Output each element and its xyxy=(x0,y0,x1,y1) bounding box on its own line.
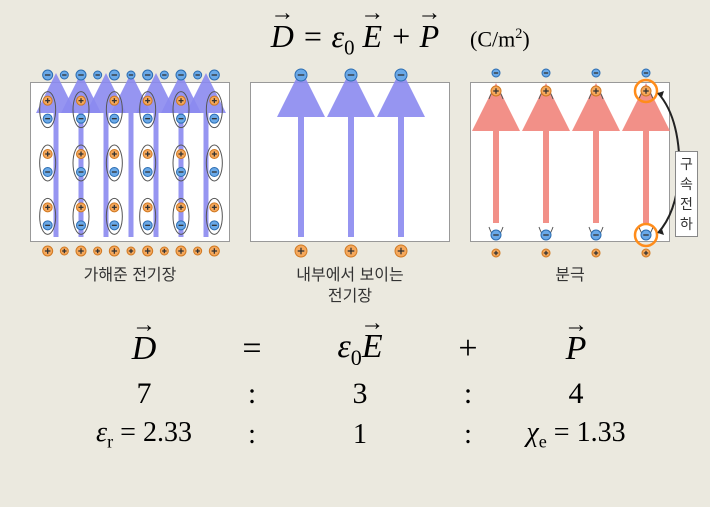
bottom-equations: D = ε0E + P 7 : 3 : 4 εr = 2.33 : 1 : χe… xyxy=(90,328,630,458)
colon1: : xyxy=(198,377,306,411)
panel2-bottom-charges xyxy=(295,245,407,257)
b-vector-e: E xyxy=(362,328,383,366)
panel3-label: 분극 xyxy=(555,266,584,287)
ratio-e: 3 xyxy=(306,377,414,411)
panel3-pairs xyxy=(489,69,653,257)
plus: + xyxy=(390,18,420,54)
unit-close: ) xyxy=(522,26,529,51)
epsilon-sub: 0 xyxy=(344,36,354,59)
ratio-d: 7 xyxy=(90,377,198,411)
panel2-label: 내부에서 보이는 전기장 xyxy=(296,266,404,308)
bottom-row3: εr = 2.33 : 1 : χe = 1.33 xyxy=(90,417,630,453)
vector-p: P xyxy=(420,18,440,55)
panel1-box xyxy=(30,82,230,242)
diagram-panels: 가해준 전기장 내부에서 보이는 전기장 xyxy=(30,82,670,308)
top-equation: D = ε0 E + P (C/m2) xyxy=(0,18,710,60)
panel3-svg xyxy=(466,65,676,261)
equals: = xyxy=(302,18,332,54)
epsilon: ε0 xyxy=(332,18,355,54)
epsilon-sym: ε xyxy=(332,18,345,54)
bottom-row1: D = ε0E + P xyxy=(90,328,630,371)
b-vector-p: P xyxy=(566,330,587,368)
panel3-arrows xyxy=(496,107,646,223)
colon4: : xyxy=(414,419,522,451)
panel2-arrows xyxy=(301,93,401,237)
chi-e: χe = 1.33 xyxy=(522,417,630,453)
colon3: : xyxy=(198,419,306,451)
colon2: : xyxy=(414,377,522,411)
b-vector-d: D xyxy=(132,330,157,368)
unit-open: (C/m xyxy=(470,26,515,51)
panel-polarization: 구속전하 분극 xyxy=(470,82,670,308)
bottom-row2: 7 : 3 : 4 xyxy=(90,377,630,411)
ratio-mid: 1 xyxy=(306,419,414,451)
vector-d: D xyxy=(271,18,294,55)
b-eps0: ε0 xyxy=(337,328,361,365)
unit-label: (C/m2) xyxy=(470,26,530,52)
vector-e: E xyxy=(363,18,383,55)
panel3-box: 구속전하 xyxy=(470,82,670,242)
b-equals: = xyxy=(198,330,306,368)
eps-r: εr = 2.33 xyxy=(90,417,198,453)
panel-internal-field: 내부에서 보이는 전기장 xyxy=(250,82,450,308)
b-plus: + xyxy=(414,330,522,368)
panel-applied-field: 가해준 전기장 xyxy=(30,82,230,308)
panel2-box xyxy=(250,82,450,242)
ratio-p: 4 xyxy=(522,377,630,411)
panel1-label: 가해준 전기장 xyxy=(84,266,177,287)
panel2-svg xyxy=(246,65,456,261)
bound-charge-label: 구속전하 xyxy=(675,151,698,237)
panel2-top-charges xyxy=(295,69,407,81)
panel1-svg xyxy=(26,65,236,261)
